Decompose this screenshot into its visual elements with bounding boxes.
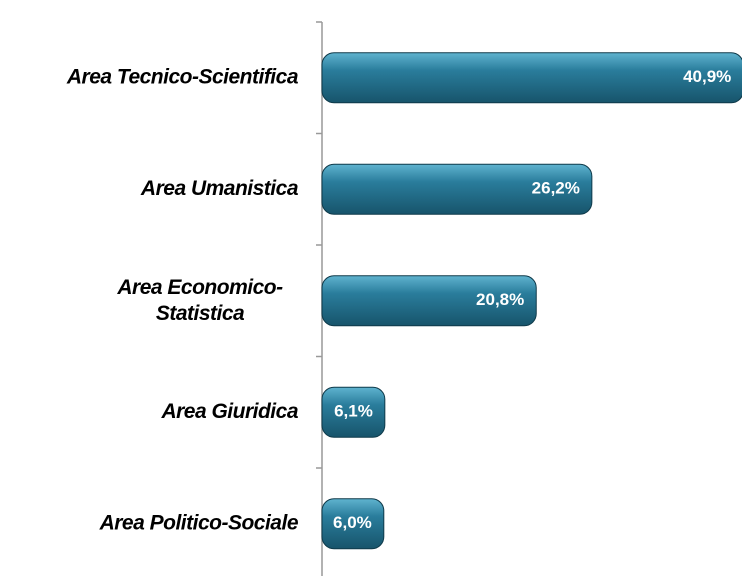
category-label: Area Politico-Sociale bbox=[99, 511, 299, 534]
value-label: 6,0% bbox=[333, 513, 372, 532]
value-label: 20,8% bbox=[476, 290, 524, 309]
category-label: Area Umanistica bbox=[140, 177, 299, 200]
category-label: Area Economico-Statistica bbox=[116, 275, 283, 324]
category-label: Area Giuridica bbox=[160, 400, 298, 423]
bar bbox=[321, 52, 742, 104]
value-label: 26,2% bbox=[532, 179, 580, 198]
bar bbox=[321, 386, 386, 438]
bar bbox=[321, 498, 385, 550]
bar bbox=[321, 163, 593, 215]
category-label: Area Tecnico-Scientifica bbox=[66, 65, 299, 88]
bar bbox=[321, 275, 537, 327]
value-label: 40,9% bbox=[683, 67, 731, 86]
value-label: 6,1% bbox=[334, 402, 373, 421]
